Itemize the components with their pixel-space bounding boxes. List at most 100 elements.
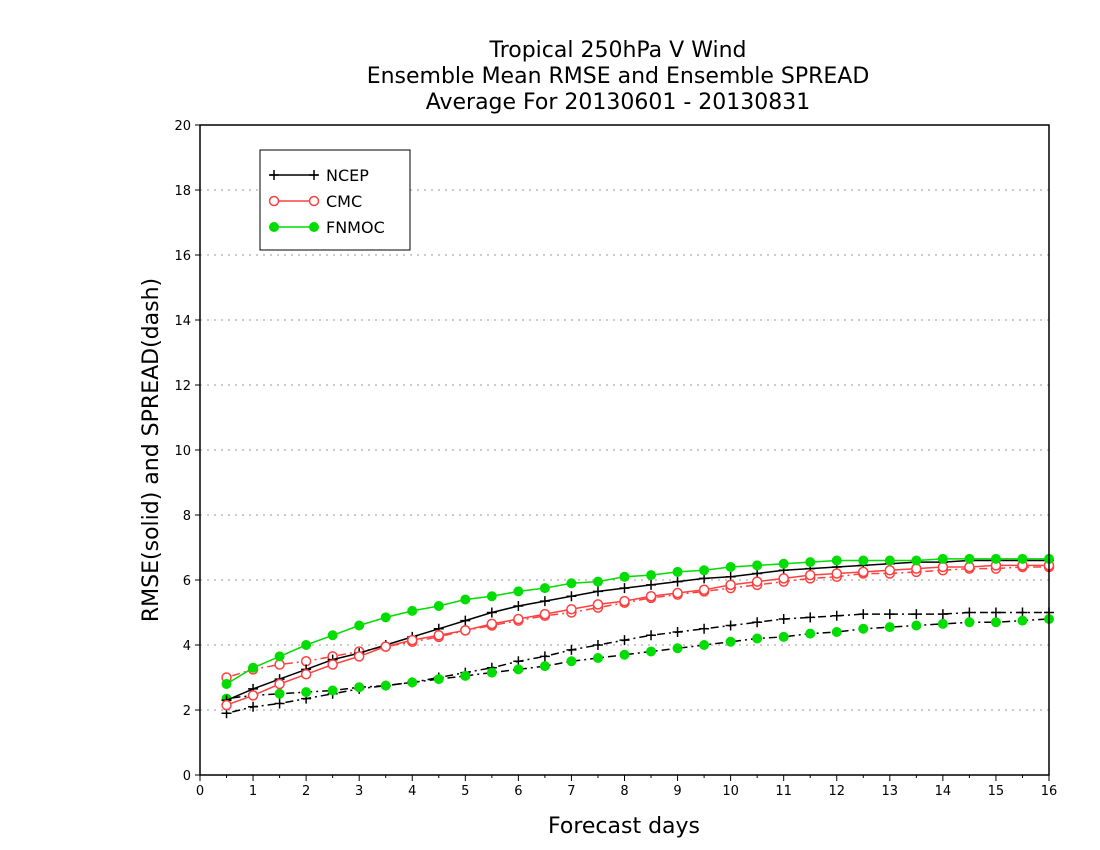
cmc-rmse-point bbox=[300, 669, 312, 680]
cmc-rmse-point bbox=[460, 625, 471, 636]
ncep-spread-point bbox=[566, 644, 577, 655]
fnmoc-spread-point bbox=[672, 643, 683, 654]
fnmoc-spread-point bbox=[937, 618, 948, 629]
ncep-spread-point bbox=[858, 609, 869, 620]
y-tick-label: 14 bbox=[174, 314, 191, 329]
cmc-rmse-point bbox=[513, 613, 524, 625]
ncep-rmse-point bbox=[619, 583, 630, 594]
ncep-spread-point bbox=[592, 640, 603, 650]
fnmoc-spread-point bbox=[805, 628, 816, 639]
fnmoc-spread-point bbox=[911, 620, 922, 631]
fnmoc-rmse-point bbox=[327, 630, 338, 641]
ncep-spread-point bbox=[805, 612, 816, 623]
fnmoc-spread-point bbox=[380, 680, 391, 691]
fnmoc-rmse-point bbox=[990, 553, 1001, 564]
y-tick-label: 0 bbox=[183, 769, 191, 784]
x-tick-label: 0 bbox=[196, 784, 204, 799]
fnmoc-rmse-point bbox=[805, 557, 816, 568]
x-tick-label: 5 bbox=[461, 784, 469, 799]
legend-marker-cmc bbox=[308, 195, 320, 207]
x-tick-label: 7 bbox=[567, 784, 575, 799]
ncep-spread-point bbox=[646, 630, 657, 641]
x-tick-label: 13 bbox=[882, 784, 899, 799]
fnmoc-rmse-point bbox=[646, 570, 657, 581]
x-axis: 0 1 2 3 4 5 6 7 8 9 10 11 12 13 14 15 16 bbox=[196, 775, 1057, 799]
fnmoc-spread-point bbox=[964, 617, 975, 628]
y-axis-label: RMSE(solid) and SPREAD(dash) bbox=[139, 278, 164, 622]
fnmoc-spread-point bbox=[858, 623, 869, 634]
y-tick-label: 8 bbox=[183, 509, 191, 524]
y-tick-label: 18 bbox=[174, 184, 191, 199]
fnmoc-rmse-point bbox=[354, 620, 365, 631]
cmc-rmse-point bbox=[778, 573, 789, 584]
fnmoc-rmse-point bbox=[858, 555, 869, 566]
y-tick-label: 6 bbox=[183, 574, 191, 589]
fnmoc-rmse-point bbox=[407, 605, 418, 616]
fnmoc-rmse-point bbox=[937, 553, 948, 564]
cmc-rmse-point bbox=[884, 565, 896, 576]
ncep-spread-point bbox=[725, 620, 736, 631]
ncep-spread-point bbox=[990, 607, 1001, 618]
fnmoc-spread-point bbox=[301, 687, 312, 698]
legend-label-ncep: NCEP bbox=[326, 166, 369, 185]
ncep-rmse-point bbox=[566, 591, 577, 602]
fnmoc-spread-point bbox=[513, 664, 524, 675]
ncep-spread-point bbox=[274, 698, 285, 709]
cmc-rmse-point bbox=[672, 587, 683, 599]
fnmoc-rmse-point bbox=[301, 640, 312, 650]
x-tick-label: 15 bbox=[988, 784, 1005, 799]
legend-marker-fnmoc bbox=[269, 222, 279, 232]
cmc-rmse-point bbox=[751, 576, 763, 587]
fnmoc-rmse-point bbox=[831, 555, 842, 566]
ncep-rmse-line bbox=[226, 559, 1049, 701]
cmc-rmse-point bbox=[380, 641, 391, 652]
fnmoc-spread-point bbox=[407, 677, 418, 688]
cmc-rmse-point bbox=[486, 618, 498, 630]
ncep-rmse-point bbox=[646, 579, 657, 590]
legend-label-cmc: CMC bbox=[326, 192, 362, 211]
cmc-rmse-point bbox=[645, 591, 657, 602]
ncep-rmse-point bbox=[672, 576, 683, 587]
fnmoc-spread-point bbox=[752, 633, 763, 644]
fnmoc-rmse-point bbox=[486, 591, 497, 602]
fnmoc-rmse-point bbox=[433, 601, 444, 611]
fnmoc-spread-point bbox=[699, 640, 710, 650]
fnmoc-spread-point bbox=[778, 631, 789, 642]
fnmoc-spread-point bbox=[725, 636, 736, 647]
ncep-spread-point bbox=[937, 609, 948, 620]
fnmoc-spread-point bbox=[646, 646, 657, 657]
legend-marker-fnmoc bbox=[309, 222, 319, 232]
legend-marker-ncep bbox=[269, 170, 279, 180]
fnmoc-rmse-point bbox=[592, 576, 603, 587]
ncep-spread-point bbox=[964, 607, 975, 618]
grid bbox=[200, 189, 1049, 711]
x-tick-label: 16 bbox=[1041, 784, 1058, 799]
cmc-rmse-point bbox=[566, 604, 577, 615]
y-axis: 0 2 4 6 8 10 12 14 16 18 20 bbox=[174, 119, 200, 784]
fnmoc-spread-point bbox=[539, 661, 550, 672]
cmc-rmse-point bbox=[539, 608, 551, 620]
fnmoc-rmse-point bbox=[884, 555, 895, 566]
fnmoc-rmse-point bbox=[964, 553, 975, 564]
cmc-rmse-point bbox=[327, 659, 338, 670]
cmc-rmse-point bbox=[407, 634, 418, 646]
fnmoc-spread-point bbox=[884, 622, 895, 633]
cmc-rmse-point bbox=[619, 595, 630, 607]
ncep-spread-point bbox=[539, 651, 550, 662]
legend-marker-ncep bbox=[309, 170, 319, 180]
y-tick-label: 10 bbox=[174, 444, 191, 459]
fnmoc-rmse-point bbox=[566, 578, 577, 589]
fnmoc-rmse-point bbox=[725, 562, 736, 572]
fnmoc-spread-point bbox=[433, 674, 444, 685]
cmc-rmse-point bbox=[698, 584, 710, 595]
legend: NCEP CMC FNMOC bbox=[259, 149, 411, 251]
y-tick-label: 12 bbox=[174, 379, 191, 394]
cmc-rmse-point bbox=[247, 690, 259, 701]
series-layer bbox=[221, 553, 1055, 719]
cmc-rmse-point bbox=[804, 569, 816, 581]
fnmoc-spread-point bbox=[566, 656, 577, 667]
ncep-spread-point bbox=[619, 635, 630, 646]
cmc-rmse-point bbox=[274, 678, 285, 690]
cmc-spread-line bbox=[226, 566, 1049, 679]
